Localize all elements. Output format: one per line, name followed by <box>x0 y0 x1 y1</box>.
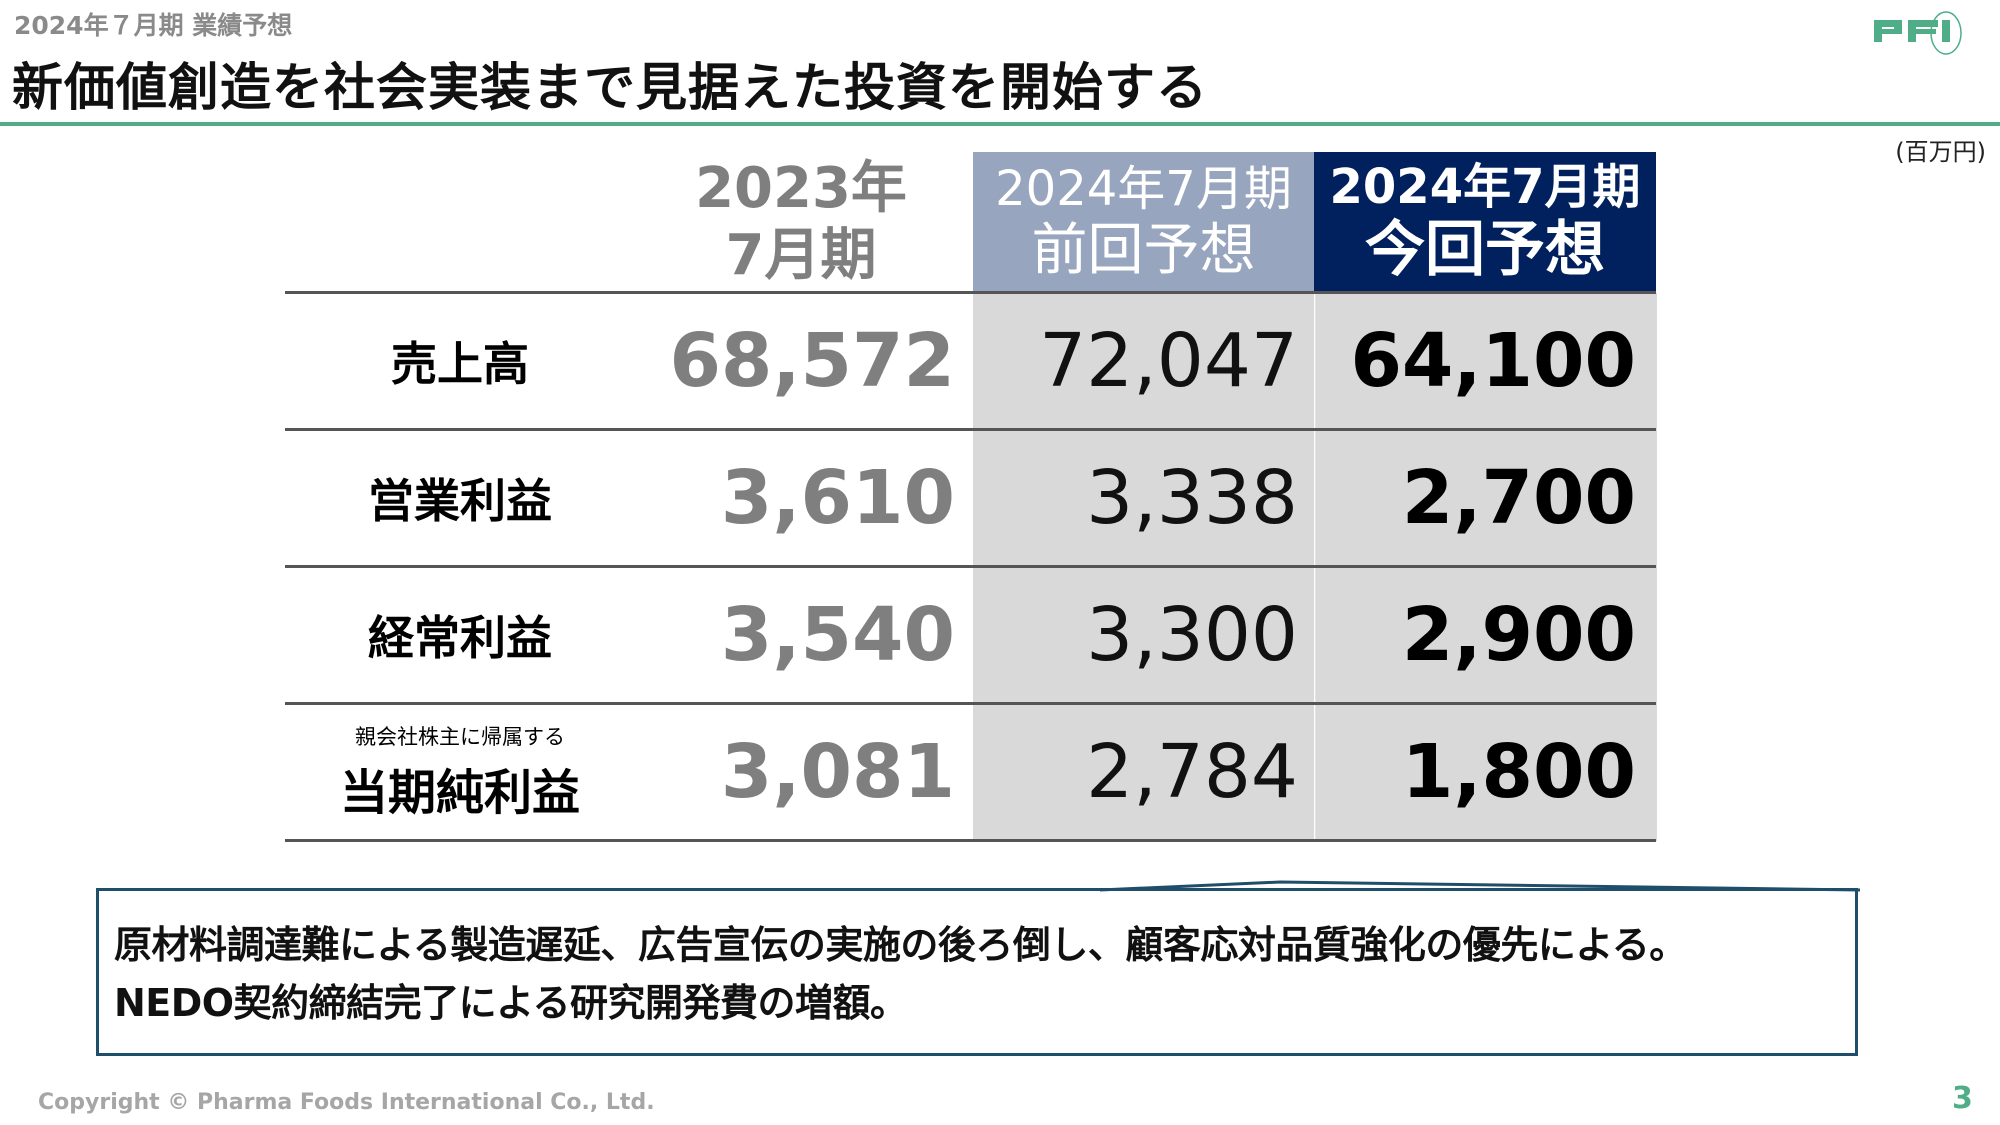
row-label-text: 売上高 <box>391 337 529 391</box>
cell-operating-profit-current: 2,700 <box>1401 455 1636 541</box>
column-header-fy2023: 2023年 7月期 <box>645 152 957 293</box>
column-header-current-forecast: 2024年7月期 今回予想 <box>1314 152 1656 293</box>
row-label-text: 当期純利益 <box>339 765 580 821</box>
note-box <box>96 888 1858 1056</box>
slide-title: 新価値創造を社会実装まで見据えた投資を開始する <box>12 59 1209 118</box>
cell-ordinary-profit-previous: 3,300 <box>1086 592 1298 678</box>
row-label-prefix: 親会社株主に帰属する <box>355 725 565 749</box>
table-divider <box>285 428 1656 431</box>
cell-net-income-current: 1,800 <box>1401 729 1636 815</box>
column-header-line1: 2024年7月期 <box>995 161 1292 218</box>
table-divider <box>285 565 1656 568</box>
header-bg-previous-forecast <box>973 152 1314 293</box>
cell-net-income-fy2023: 3,081 <box>720 729 955 815</box>
cell-ordinary-profit-fy2023: 3,540 <box>720 592 955 678</box>
row-label-ordinary-profit: 経常利益 <box>285 568 635 702</box>
row-label-net-sales: 売上高 <box>285 294 635 428</box>
row-label-operating-profit: 営業利益 <box>285 431 635 565</box>
table-divider <box>285 839 1656 842</box>
column-header-line2: 今回予想 <box>1365 215 1605 286</box>
note-box-peak-decoration <box>1100 880 1860 892</box>
column-header-line1: 2023年 <box>695 156 907 222</box>
column-header-line1: 2024年7月期 <box>1329 158 1641 215</box>
slide-subtitle: 2024年７月期 業績予想 <box>14 11 293 40</box>
column-header-line2: 7月期 <box>725 222 877 288</box>
row-label-net-income: 親会社株主に帰属する 当期純利益 <box>285 705 635 839</box>
row-label-text: 経常利益 <box>368 611 552 665</box>
cell-operating-profit-previous: 3,338 <box>1086 455 1298 541</box>
page-number: 3 <box>1952 1081 1973 1116</box>
cell-net-sales-current: 64,100 <box>1350 318 1636 404</box>
table-divider <box>285 291 1656 294</box>
title-divider <box>0 122 2000 126</box>
cell-net-sales-fy2023: 68,572 <box>669 318 955 404</box>
cell-operating-profit-fy2023: 3,610 <box>720 455 955 541</box>
column-header-previous-forecast: 2024年7月期 前回予想 <box>973 152 1314 293</box>
note-text: 原材料調達難による製造遅延、広告宣伝の実施の後ろ倒し、顧客応対品質強化の優先によ… <box>114 916 1687 1032</box>
cell-net-income-previous: 2,784 <box>1086 729 1298 815</box>
unit-label: (百万円) <box>1895 138 1986 166</box>
cell-ordinary-profit-current: 2,900 <box>1401 592 1636 678</box>
cell-net-sales-previous: 72,047 <box>1039 318 1298 404</box>
note-line: NEDO契約締結完了による研究開発費の増額。 <box>114 981 908 1025</box>
table-divider <box>285 702 1656 705</box>
note-line: 原材料調達難による製造遅延、広告宣伝の実施の後ろ倒し、顧客応対品質強化の優先によ… <box>114 923 1687 967</box>
header-bg-current-forecast <box>1314 152 1656 293</box>
copyright-text: Copyright © Pharma Foods International C… <box>38 1090 655 1115</box>
row-label-text: 営業利益 <box>368 474 552 528</box>
pfi-logo-icon <box>1872 8 1990 56</box>
column-header-line2: 前回予想 <box>1031 217 1256 283</box>
